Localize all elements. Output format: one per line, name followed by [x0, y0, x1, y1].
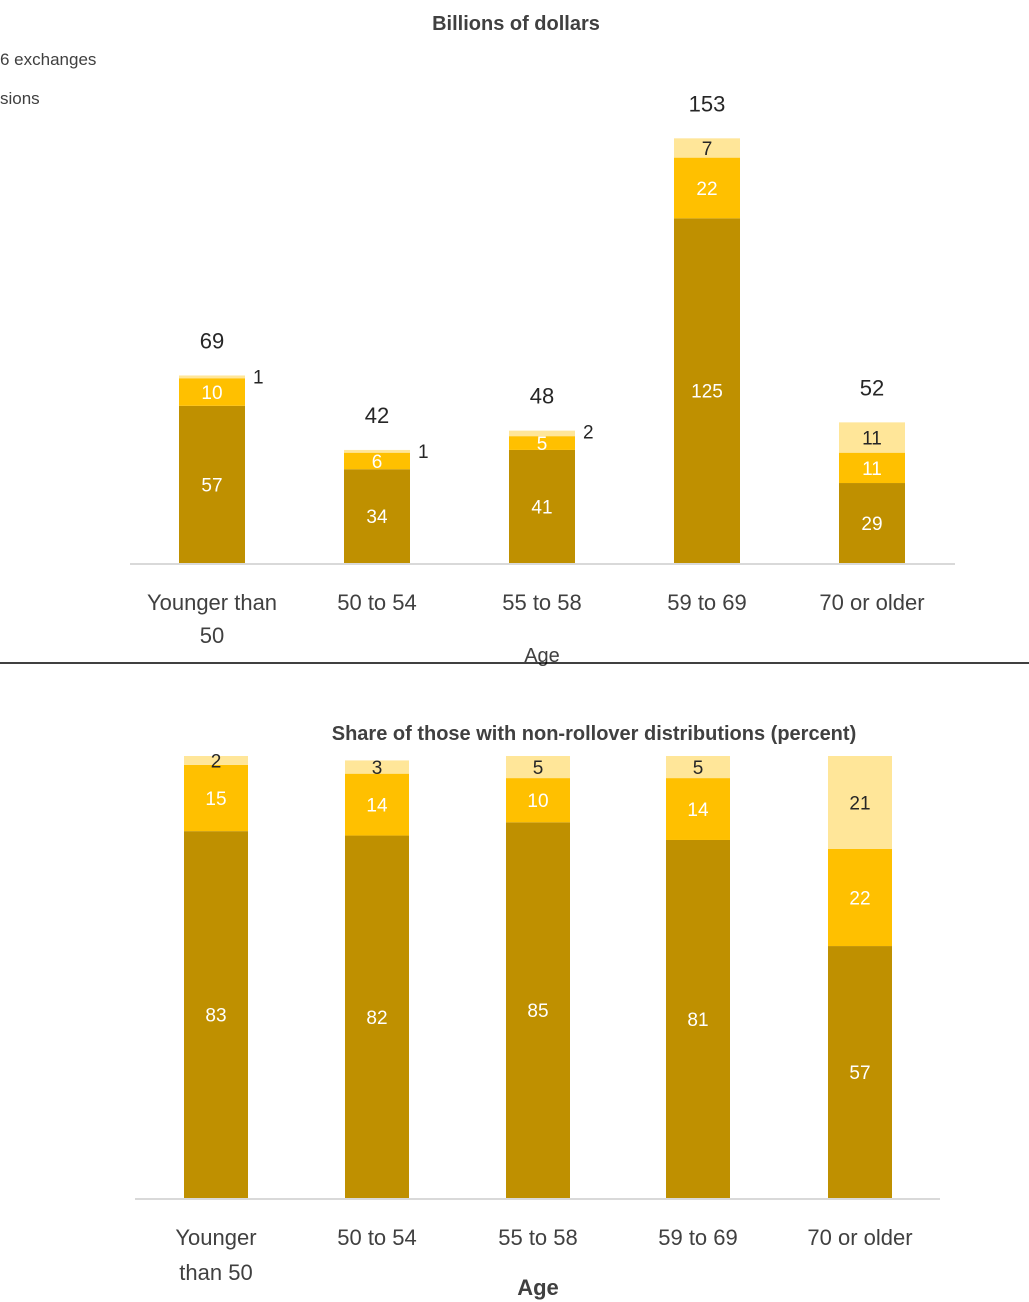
bar-segment	[345, 773, 409, 836]
chart-title: Share of those with non-rollover distrib…	[332, 723, 856, 745]
total-label: 153	[689, 91, 726, 116]
bar-segment	[344, 469, 410, 563]
data-label: 81	[687, 1010, 708, 1031]
x-tick-label: 59 to 69	[658, 1225, 738, 1250]
bar-segment	[179, 405, 245, 563]
data-label: 11	[862, 429, 882, 450]
x-tick-label: 59 to 69	[667, 590, 747, 615]
bar-segment	[839, 422, 905, 453]
x-tick-labels: Younger than 50 50 to 54 55 to 58 59 to 69 70…	[147, 590, 925, 648]
x-tick-label: 50 to 54	[337, 1225, 417, 1250]
bar-segment	[506, 778, 570, 823]
data-label: 2	[583, 423, 594, 444]
data-label: 85	[527, 1001, 548, 1022]
bar-segment	[666, 839, 730, 1198]
bar-segment	[666, 756, 730, 779]
total-label: 42	[365, 403, 389, 428]
bars-share: 83 15 2 82 14 3 85 10 5 81 14 5 57 22 21	[184, 751, 892, 1198]
x-tick-label: than 50	[179, 1260, 252, 1285]
data-label: 57	[201, 475, 222, 496]
bar-segment	[184, 756, 248, 765]
data-label: 15	[205, 789, 226, 810]
bar-segment	[344, 452, 410, 470]
data-label: 1	[418, 442, 429, 463]
x-axis-title: Age	[517, 1275, 559, 1300]
data-label: 34	[366, 507, 388, 528]
bar-segment	[344, 449, 410, 453]
bar-segment	[509, 449, 575, 563]
x-tick-label: Younger than	[147, 590, 277, 615]
x-tick-label: 70 or older	[819, 590, 924, 615]
data-label: 10	[527, 791, 548, 812]
bar-segment	[179, 378, 245, 406]
x-tick-label: 50 to 54	[337, 590, 417, 615]
data-label: 21	[849, 793, 870, 814]
bar-segment	[509, 436, 575, 450]
data-label: 5	[537, 434, 548, 455]
data-label: 57	[849, 1063, 870, 1084]
bar-segment	[674, 218, 740, 563]
x-tick-label: 70 or older	[807, 1225, 912, 1250]
chart-share: Share of those with non-rollover distrib…	[135, 723, 940, 1300]
bar-segment	[184, 831, 248, 1198]
legend-item-1: 6 exchanges	[0, 50, 96, 69]
bar-segment	[506, 756, 570, 779]
bar-segment	[179, 375, 245, 379]
data-label: 22	[696, 179, 717, 200]
data-label: 83	[205, 1006, 226, 1027]
bar-segment	[674, 157, 740, 219]
data-label: 29	[861, 514, 882, 535]
chart-title: Billions of dollars	[432, 13, 600, 35]
bar-segment	[345, 760, 409, 774]
bar-segment	[674, 138, 740, 158]
bar-segment	[184, 764, 248, 832]
total-label: 48	[530, 384, 554, 409]
data-label: 5	[693, 758, 704, 779]
bar-segment	[828, 848, 892, 947]
data-label: 14	[366, 796, 388, 817]
data-label: 1	[253, 367, 264, 388]
data-label: 22	[849, 888, 870, 909]
data-label: 11	[862, 459, 882, 480]
total-label: 69	[200, 328, 224, 353]
bar-segment	[666, 778, 730, 840]
bar-segment	[828, 946, 892, 1198]
x-tick-label: 50	[200, 623, 224, 648]
bar-segment	[839, 483, 905, 563]
data-label: 3	[372, 758, 383, 779]
bar-segment	[345, 835, 409, 1198]
data-label: 7	[702, 139, 713, 160]
x-tick-label: 55 to 58	[498, 1225, 578, 1250]
data-label: 2	[211, 751, 222, 772]
legend-item-2: sions	[0, 89, 40, 108]
x-tick-label: Younger	[175, 1225, 256, 1250]
data-label: 82	[366, 1008, 387, 1029]
x-axis-title: Age	[524, 645, 560, 667]
bar-segment	[509, 430, 575, 437]
legend: 6 exchanges sions	[0, 50, 96, 108]
data-label: 41	[531, 497, 552, 518]
x-tick-labels: Younger than 50 50 to 54 55 to 58 59 to 69 70…	[175, 1225, 912, 1285]
bar-segment	[839, 452, 905, 484]
data-label: 5	[533, 758, 544, 779]
bar-segment	[828, 756, 892, 849]
total-label: 52	[860, 375, 884, 400]
data-label: 125	[691, 382, 723, 403]
data-label: 10	[201, 383, 222, 404]
x-tick-label: 55 to 58	[502, 590, 582, 615]
data-label: 6	[372, 452, 383, 473]
bar-segment	[506, 822, 570, 1198]
data-label: 14	[687, 800, 709, 821]
